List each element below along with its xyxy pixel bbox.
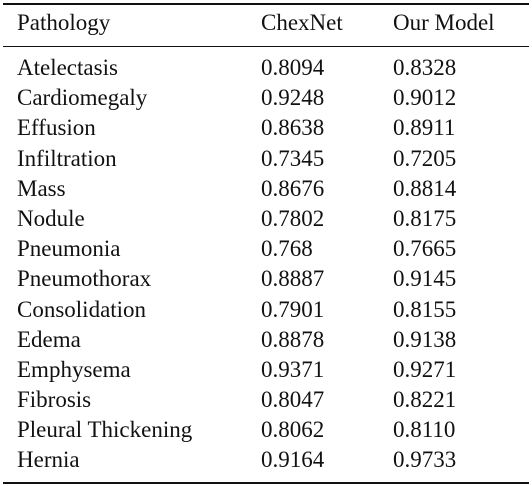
table-row: Mass 0.8676 0.8814 xyxy=(3,174,529,204)
our-model-cell: 0.9733 xyxy=(393,447,457,473)
chexnet-cell: 0.768 xyxy=(261,236,313,262)
table-row: Effusion 0.8638 0.8911 xyxy=(3,113,529,143)
our-model-cell: 0.9012 xyxy=(393,85,457,111)
table-row: Pleural Thickening 0.8062 0.8110 xyxy=(3,415,529,445)
chexnet-cell: 0.8887 xyxy=(261,266,325,292)
chexnet-cell: 0.8094 xyxy=(261,55,325,80)
our-model-cell: 0.8110 xyxy=(393,417,456,443)
chexnet-cell: 0.8047 xyxy=(261,387,325,413)
our-model-cell: 0.8328 xyxy=(393,55,457,80)
pathology-cell: Nodule xyxy=(17,205,85,231)
chexnet-cell: 0.9248 xyxy=(261,85,325,111)
our-model-cell: 0.8221 xyxy=(393,387,457,413)
pathology-cell: Infiltration xyxy=(17,145,117,171)
pathology-cell: Edema xyxy=(17,326,81,352)
header-our-model: Our Model xyxy=(393,10,495,35)
our-model-cell: 0.9271 xyxy=(393,356,457,382)
header-pathology: Pathology xyxy=(17,10,111,35)
our-model-cell: 0.9138 xyxy=(393,326,457,352)
chexnet-cell: 0.8062 xyxy=(261,417,325,443)
table-row: Cardiomegaly 0.9248 0.9012 xyxy=(3,83,529,113)
table-row: Atelectasis 0.8094 0.8328 xyxy=(3,53,529,83)
chexnet-cell: 0.8676 xyxy=(261,175,325,201)
chexnet-cell: 0.7802 xyxy=(261,205,325,231)
table-row: Nodule 0.7802 0.8175 xyxy=(3,204,529,234)
our-model-cell: 0.7205 xyxy=(393,145,457,171)
pathology-cell: Consolidation xyxy=(17,296,147,322)
table-row: Fibrosis 0.8047 0.8221 xyxy=(3,385,529,415)
our-model-cell: 0.8911 xyxy=(393,115,456,141)
pathology-cell: Atelectasis xyxy=(17,55,118,80)
chexnet-cell: 0.9371 xyxy=(261,356,325,382)
table-row: Emphysema 0.9371 0.9271 xyxy=(3,355,529,385)
chexnet-cell: 0.7901 xyxy=(261,296,325,322)
pathology-cell: Fibrosis xyxy=(17,387,92,413)
chexnet-cell: 0.9164 xyxy=(261,447,325,473)
chexnet-cell: 0.8638 xyxy=(261,115,325,141)
pathology-cell: Mass xyxy=(17,175,66,201)
pathology-cell: Pneumothorax xyxy=(17,266,152,292)
table-row: Hernia 0.9164 0.9733 xyxy=(3,445,529,475)
pathology-cell: Hernia xyxy=(17,447,80,473)
our-model-cell: 0.8175 xyxy=(393,205,457,231)
table-row: Infiltration 0.7345 0.7205 xyxy=(3,144,529,174)
pathology-cell: Effusion xyxy=(17,115,96,141)
our-model-cell: 0.9145 xyxy=(393,266,457,292)
pathology-cell: Emphysema xyxy=(17,356,131,382)
chexnet-cell: 0.8878 xyxy=(261,326,325,352)
table-bottom-rule xyxy=(3,482,529,484)
our-model-cell: 0.7665 xyxy=(393,236,457,262)
our-model-cell: 0.8155 xyxy=(393,296,457,322)
our-model-cell: 0.8814 xyxy=(393,175,457,201)
pathology-cell: Pleural Thickening xyxy=(17,417,193,443)
table-body: Atelectasis 0.8094 0.8328 Cardiomegaly 0.924… xyxy=(3,53,529,476)
table-top-rule xyxy=(3,3,529,5)
table-row: Consolidation 0.7901 0.8155 xyxy=(3,295,529,325)
table-header-row: Pathology ChexNet Our Model xyxy=(3,8,529,38)
chexnet-cell: 0.7345 xyxy=(261,145,325,171)
pathology-cell: Pneumonia xyxy=(17,236,121,262)
header-chexnet: ChexNet xyxy=(261,10,343,35)
table-row: Pneumonia 0.768 0.7665 xyxy=(3,234,529,264)
table-row: Pneumothorax 0.8887 0.9145 xyxy=(3,264,529,294)
pathology-cell: Cardiomegaly xyxy=(17,85,148,111)
table-row: Edema 0.8878 0.9138 xyxy=(3,325,529,355)
table-header-rule xyxy=(3,46,529,47)
